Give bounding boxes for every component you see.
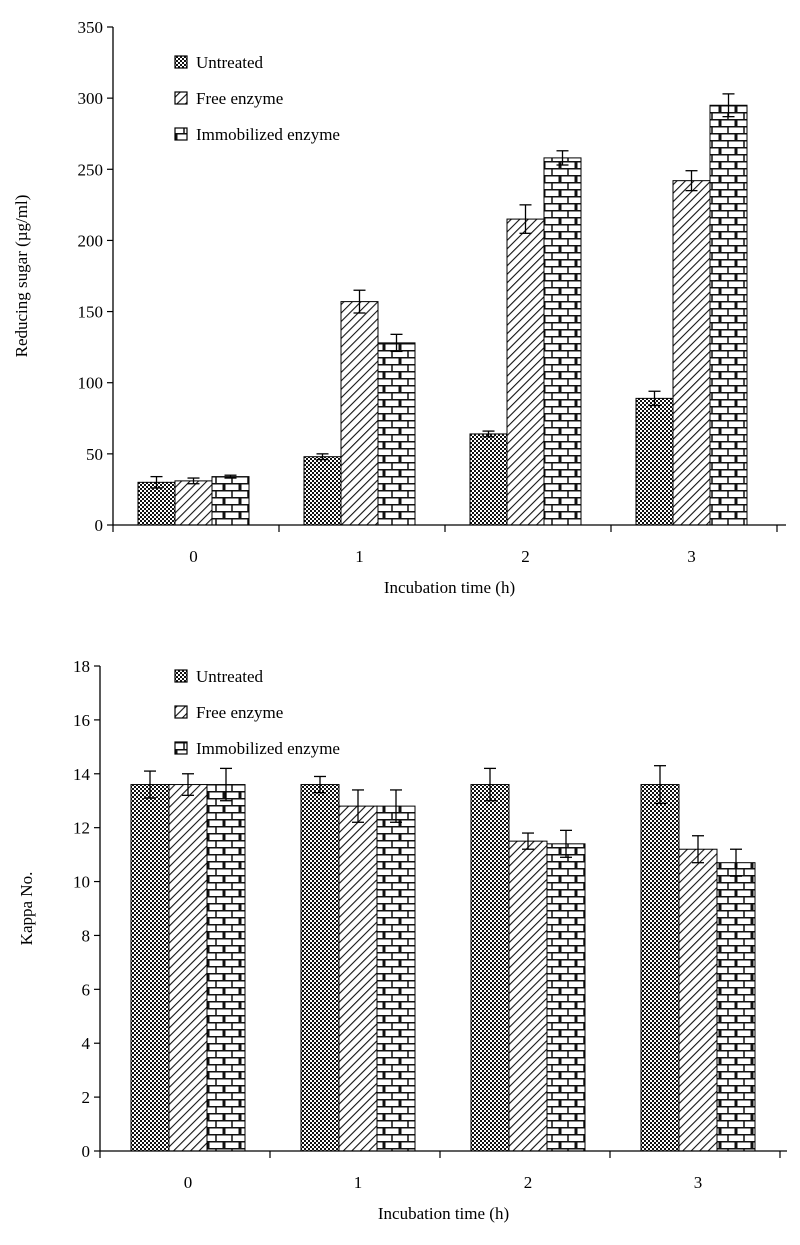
legend-swatch: [174, 127, 188, 141]
bar: [470, 784, 510, 1152]
bar: [709, 104, 748, 526]
legend-label: Untreated: [196, 667, 264, 686]
x-tick-label: 3: [687, 547, 696, 566]
y-tick-label: 300: [78, 89, 104, 108]
legend-swatch: [174, 55, 188, 69]
bar: [506, 218, 545, 526]
reducing-sugar-chart: 0 50 100 150 200 250 300 350 0 1 2 3 Incubation time…: [12, 18, 786, 597]
x-axis-title: Incubation time (h): [384, 578, 515, 597]
y-tick-label: 10: [73, 873, 90, 892]
y-axis-title: Reducing sugar (µg/ml): [12, 195, 31, 358]
bar: [377, 342, 416, 526]
y-tick-label: 18: [73, 657, 90, 676]
y-tick-label: 8: [82, 926, 91, 945]
bar: [338, 805, 378, 1152]
y-axis-title: Kappa No.: [17, 872, 36, 946]
bar: [300, 784, 340, 1152]
bar: [137, 481, 176, 526]
legend-label: Untreated: [196, 53, 264, 72]
y-tick-label: 14: [73, 765, 91, 784]
bar: [716, 862, 756, 1152]
y-tick-label: 350: [78, 18, 104, 37]
bar: [508, 840, 548, 1152]
legend-label: Free enzyme: [196, 703, 283, 722]
bar: [635, 397, 674, 526]
x-axis-title: Incubation time (h): [378, 1204, 509, 1223]
bar: [303, 456, 342, 526]
bar: [168, 784, 208, 1152]
y-tick-label: 2: [82, 1088, 91, 1107]
bar: [543, 157, 582, 526]
legend-swatch: [174, 741, 188, 755]
y-tick-label: 100: [78, 374, 104, 393]
y-tick-label: 150: [78, 303, 104, 322]
bar: [340, 301, 379, 526]
bar: [469, 433, 508, 526]
y-tick-label: 0: [95, 516, 104, 535]
x-tick-label: 1: [354, 1173, 363, 1192]
legend-label: Immobilized enzyme: [196, 739, 340, 758]
x-tick-label: 1: [355, 547, 364, 566]
bar: [640, 784, 680, 1152]
legend-label: Free enzyme: [196, 89, 283, 108]
legend-swatch: [174, 669, 188, 683]
y-tick-label: 50: [86, 445, 103, 464]
bar: [678, 848, 718, 1152]
bar: [546, 843, 586, 1152]
x-tick-label: 2: [524, 1173, 533, 1192]
y-tick-label: 6: [82, 980, 91, 999]
y-tick-label: 0: [82, 1142, 91, 1161]
y-tick-label: 16: [73, 711, 90, 730]
bar: [672, 180, 711, 526]
legend-swatch: [174, 705, 188, 719]
bar: [130, 784, 170, 1152]
y-tick-label: 250: [78, 160, 104, 179]
x-tick-label: 0: [189, 547, 198, 566]
legend-label: Immobilized enzyme: [196, 125, 340, 144]
legend-swatch: [174, 91, 188, 105]
y-tick-label: 12: [73, 819, 90, 838]
bar: [174, 480, 213, 526]
bar: [376, 805, 416, 1152]
y-tick-label: 4: [82, 1034, 91, 1053]
bar: [211, 476, 250, 526]
bar: [206, 784, 246, 1152]
x-tick-label: 3: [694, 1173, 703, 1192]
x-tick-label: 0: [184, 1173, 193, 1192]
x-tick-label: 2: [521, 547, 530, 566]
y-tick-label: 200: [78, 231, 104, 250]
